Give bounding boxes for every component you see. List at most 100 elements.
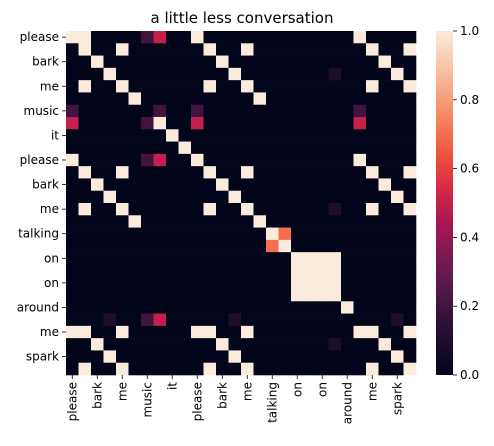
colorbar-tick-label: 0.0 xyxy=(460,368,479,382)
heatmap-cell xyxy=(403,313,417,327)
heatmap-cell xyxy=(91,141,104,155)
y-tick-label: on xyxy=(44,276,59,290)
heatmap-cell xyxy=(253,190,267,204)
heatmap-cell xyxy=(391,338,404,351)
heatmap-cell xyxy=(91,313,104,327)
heatmap-cell xyxy=(228,153,242,167)
heatmap-cell xyxy=(291,129,304,142)
heatmap-cell xyxy=(103,215,117,228)
heatmap-cell xyxy=(153,31,167,44)
heatmap-cell xyxy=(228,117,242,130)
heatmap-cell xyxy=(216,153,229,167)
heatmap-cell xyxy=(391,239,404,253)
heatmap-cell xyxy=(341,203,354,216)
heatmap-cell xyxy=(328,227,342,241)
heatmap-cell xyxy=(241,67,254,81)
heatmap-cell xyxy=(203,276,217,290)
heatmap-cell xyxy=(291,252,304,265)
heatmap-cell xyxy=(278,190,292,204)
heatmap-cell xyxy=(116,55,129,69)
heatmap-cell xyxy=(203,67,217,81)
heatmap-cell xyxy=(341,43,354,56)
heatmap-cell xyxy=(78,203,92,216)
heatmap-cell xyxy=(241,264,254,278)
heatmap-cell xyxy=(66,117,79,130)
heatmap-cell xyxy=(78,92,92,106)
heatmap-cell xyxy=(328,203,342,216)
y-tick-label: spark xyxy=(26,350,59,364)
heatmap-cell xyxy=(266,301,279,314)
heatmap-cell xyxy=(128,153,142,167)
heatmap-cell xyxy=(366,129,379,142)
heatmap-cell xyxy=(278,325,292,339)
heatmap-cell xyxy=(278,362,292,376)
heatmap-cell xyxy=(66,338,79,351)
heatmap-cell xyxy=(128,301,142,314)
heatmap-cell xyxy=(278,252,292,265)
heatmap-cell xyxy=(103,289,117,302)
heatmap-cell xyxy=(228,362,242,376)
heatmap-cell xyxy=(391,227,404,241)
heatmap-cell xyxy=(203,264,217,278)
heatmap-cell xyxy=(203,166,217,179)
heatmap-cell xyxy=(278,264,292,278)
heatmap-cell xyxy=(403,129,417,142)
heatmap-cell xyxy=(166,190,179,204)
heatmap-cell xyxy=(291,350,304,364)
heatmap-cell xyxy=(153,190,167,204)
heatmap-cell xyxy=(341,67,354,81)
heatmap-cell xyxy=(166,43,179,56)
heatmap-cell xyxy=(291,313,304,327)
heatmap-cell xyxy=(103,141,117,155)
heatmap-cell xyxy=(178,92,192,106)
heatmap-cell xyxy=(116,264,129,278)
heatmap-cell xyxy=(178,104,192,118)
heatmap-cell xyxy=(291,92,304,106)
heatmap-cell xyxy=(203,153,217,167)
heatmap-cell xyxy=(191,289,204,302)
heatmap-cell xyxy=(253,313,267,327)
heatmap-cell xyxy=(341,264,354,278)
x-tick-label: on xyxy=(315,382,329,397)
heatmap-cell xyxy=(128,362,142,376)
heatmap-cell xyxy=(278,92,292,106)
heatmap-cell xyxy=(103,239,117,253)
heatmap-cell xyxy=(278,141,292,155)
heatmap-cell xyxy=(266,31,279,44)
heatmap-cell xyxy=(328,325,342,339)
heatmap-cell xyxy=(241,289,254,302)
heatmap-cell xyxy=(128,289,142,302)
heatmap-cell xyxy=(278,301,292,314)
heatmap-cell xyxy=(78,166,92,179)
heatmap-cell xyxy=(78,276,92,290)
heatmap-cell xyxy=(291,264,304,278)
heatmap-cell xyxy=(378,80,392,93)
heatmap-cell xyxy=(241,104,254,118)
heatmap-cell xyxy=(141,153,154,167)
heatmap-cell xyxy=(378,252,392,265)
heatmap-cell xyxy=(241,301,254,314)
heatmap-cell xyxy=(228,325,242,339)
heatmap-cell xyxy=(78,178,92,192)
heatmap-cell xyxy=(191,166,204,179)
heatmap-cell xyxy=(228,55,242,69)
heatmap-cell xyxy=(91,55,104,69)
heatmap-cell xyxy=(341,289,354,302)
heatmap-cell xyxy=(153,166,167,179)
heatmap-cell xyxy=(291,104,304,118)
heatmap-cell xyxy=(166,166,179,179)
heatmap-cell xyxy=(103,264,117,278)
heatmap-cell xyxy=(141,338,154,351)
heatmap-cell xyxy=(266,129,279,142)
heatmap-cell xyxy=(166,178,179,192)
heatmap-cell xyxy=(353,104,367,118)
heatmap-cell xyxy=(191,55,204,69)
heatmap-cell xyxy=(203,215,217,228)
heatmap-cell xyxy=(128,264,142,278)
heatmap-cell xyxy=(216,215,229,228)
heatmap-cell xyxy=(353,141,367,155)
heatmap-cell xyxy=(216,55,229,69)
heatmap-cell xyxy=(203,362,217,376)
heatmap-cell xyxy=(328,178,342,192)
heatmap-cell xyxy=(291,338,304,351)
